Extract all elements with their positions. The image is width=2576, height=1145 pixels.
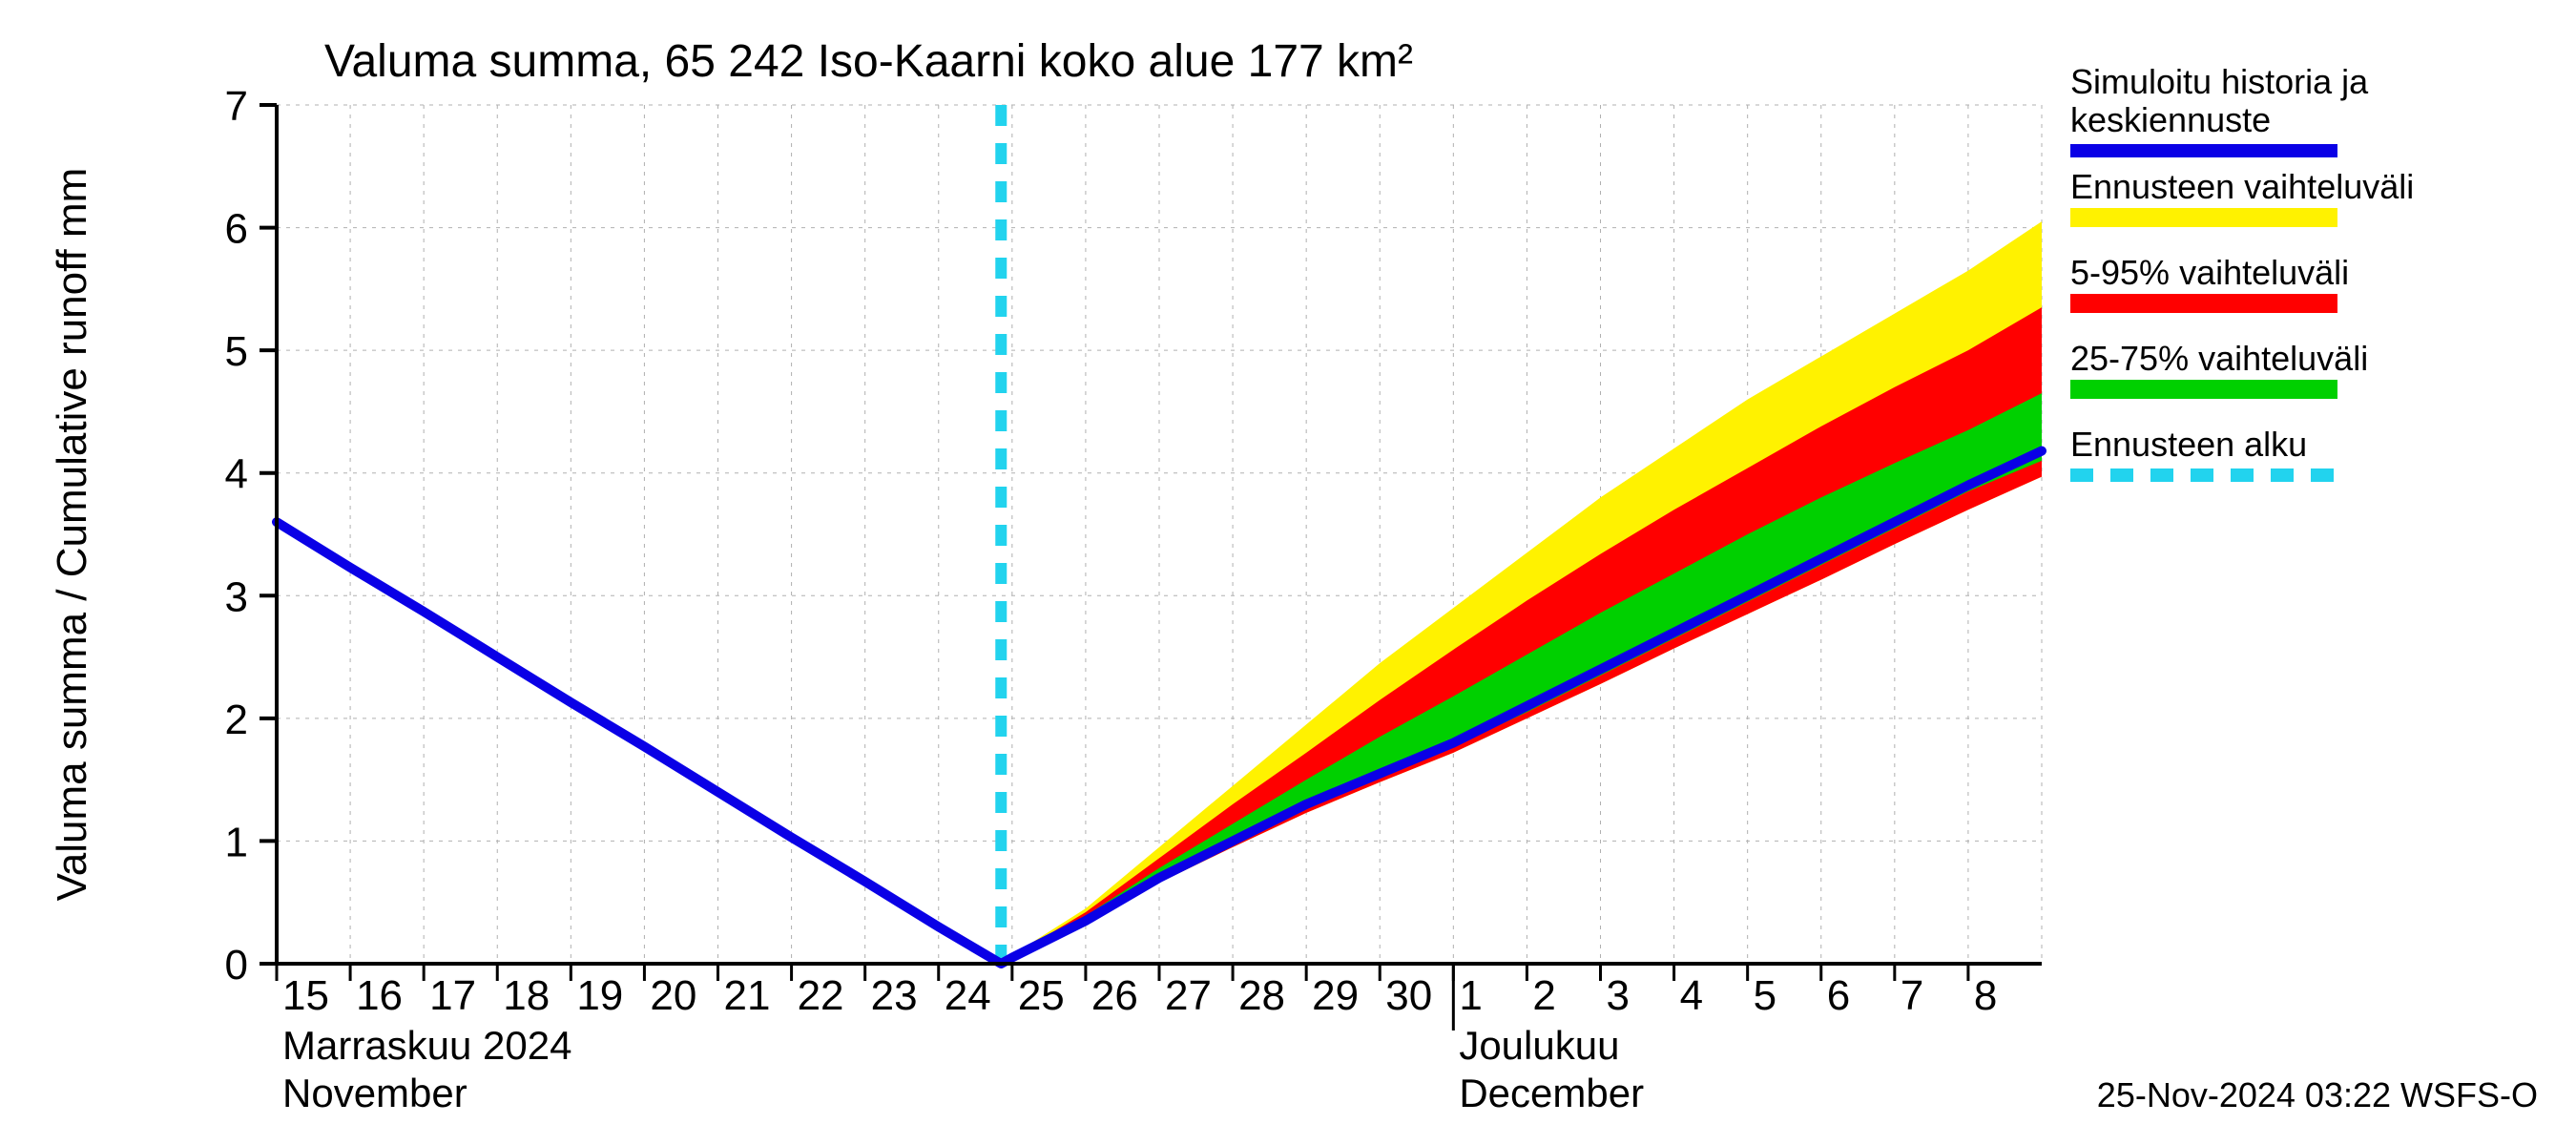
svg-text:27: 27	[1165, 972, 1212, 1019]
svg-text:8: 8	[1974, 972, 1997, 1019]
svg-text:22: 22	[798, 972, 844, 1019]
svg-text:18: 18	[503, 972, 550, 1019]
svg-text:25-75% vaihteluväli: 25-75% vaihteluväli	[2070, 339, 2368, 378]
svg-text:0: 0	[225, 942, 248, 989]
svg-text:2: 2	[1532, 972, 1555, 1019]
svg-text:16: 16	[356, 972, 403, 1019]
svg-text:17: 17	[429, 972, 476, 1019]
svg-text:21: 21	[724, 972, 771, 1019]
chart-footer: 25-Nov-2024 03:22 WSFS-O	[2097, 1075, 2538, 1114]
svg-text:15: 15	[282, 972, 329, 1019]
svg-text:1: 1	[1459, 972, 1482, 1019]
month1-fi: Marraskuu 2024	[282, 1023, 572, 1068]
month1-en: November	[282, 1071, 467, 1115]
svg-text:1: 1	[225, 819, 248, 865]
svg-text:6: 6	[225, 206, 248, 253]
svg-text:20: 20	[650, 972, 696, 1019]
chart-title: Valuma summa, 65 242 Iso-Kaarni koko alu…	[324, 36, 1413, 87]
svg-text:25: 25	[1018, 972, 1065, 1019]
svg-text:6: 6	[1827, 972, 1850, 1019]
svg-text:26: 26	[1091, 972, 1138, 1019]
svg-text:5-95% vaihteluväli: 5-95% vaihteluväli	[2070, 253, 2349, 292]
svg-text:23: 23	[871, 972, 918, 1019]
svg-text:5: 5	[225, 328, 248, 375]
svg-text:5: 5	[1754, 972, 1776, 1019]
svg-text:24: 24	[945, 972, 991, 1019]
svg-text:7: 7	[1901, 972, 1923, 1019]
month2-en: December	[1459, 1071, 1644, 1115]
svg-text:keskiennuste: keskiennuste	[2070, 100, 2271, 139]
svg-text:Simuloitu historia ja: Simuloitu historia ja	[2070, 62, 2369, 101]
svg-text:4: 4	[1680, 972, 1703, 1019]
svg-text:29: 29	[1312, 972, 1359, 1019]
svg-text:Ennusteen vaihteluväli: Ennusteen vaihteluväli	[2070, 167, 2414, 206]
svg-text:19: 19	[576, 972, 623, 1019]
runoff-chart: 0123456715161718192021222324252627282930…	[0, 0, 2576, 1145]
svg-text:2: 2	[225, 697, 248, 743]
svg-text:4: 4	[225, 451, 248, 498]
svg-text:3: 3	[225, 573, 248, 620]
svg-text:3: 3	[1607, 972, 1630, 1019]
svg-text:Ennusteen alku: Ennusteen alku	[2070, 425, 2307, 464]
svg-text:28: 28	[1238, 972, 1285, 1019]
month2-fi: Joulukuu	[1459, 1023, 1619, 1068]
svg-text:30: 30	[1385, 972, 1432, 1019]
svg-text:7: 7	[225, 83, 248, 130]
y-axis-label: Valuma summa / Cumulative runoff mm	[49, 168, 95, 902]
chart-container: 0123456715161718192021222324252627282930…	[0, 0, 2576, 1145]
